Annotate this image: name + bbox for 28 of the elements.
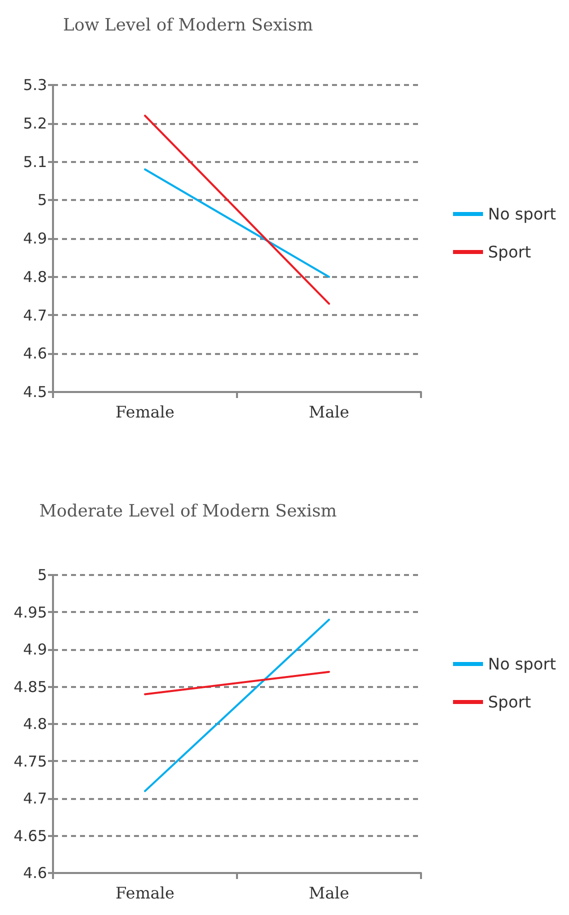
y-tick-label: 4.8 [23,715,47,733]
y-tick-label: 5.2 [23,114,47,132]
y-tick-label: 4.9 [23,230,47,248]
legend-label: Sport [488,692,531,712]
y-tick-label: 5 [37,191,47,210]
y-tick-label: 4.7 [23,306,47,324]
y-tick-label: 4.85 [14,678,47,696]
y-tick-label: 4.6 [23,864,47,882]
x-tick-label: Male [308,884,350,902]
legend-label: No sport [488,204,556,224]
x-tick-label: Female [116,884,174,902]
chart-title: Moderate Level of Modern Sexism [39,502,337,522]
y-tick-label: 5 [37,566,47,584]
y-tick-label: 4.9 [23,640,47,658]
x-tick-label: Male [308,402,350,422]
y-tick-label: 4.8 [23,268,47,286]
x-tick-label: Female [116,402,174,422]
chart-title: Low Level of Modern Sexism [63,16,313,36]
y-tick-label: 5.3 [23,76,47,94]
y-tick-label: 4.5 [23,383,47,401]
y-tick-label: 4.7 [23,790,47,808]
legend-label: Sport [488,242,531,262]
y-tick-label: 4.75 [14,752,47,770]
legend-label: No sport [488,654,556,674]
y-tick-label: 4.65 [14,826,47,845]
y-tick-label: 5.1 [23,152,47,171]
y-tick-label: 4.95 [14,603,47,622]
y-tick-label: 4.6 [23,344,47,363]
